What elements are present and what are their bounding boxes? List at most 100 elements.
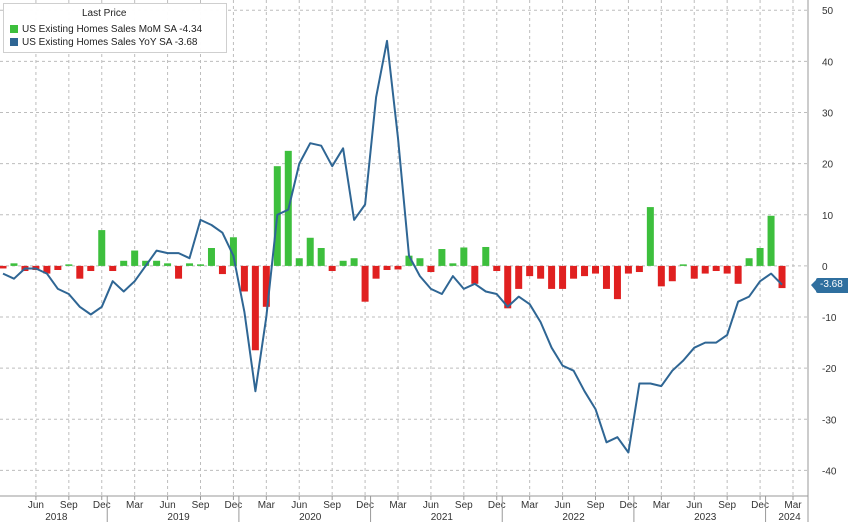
x-tick-label: Dec bbox=[620, 500, 638, 511]
x-tick-label: Dec bbox=[488, 500, 506, 511]
x-tick-label: Mar bbox=[126, 500, 144, 511]
mom-bar bbox=[416, 258, 424, 266]
mom-bar bbox=[493, 265, 501, 272]
mom-bar bbox=[153, 260, 161, 266]
mom-bar bbox=[438, 249, 446, 266]
x-tick-label: Sep bbox=[60, 500, 78, 511]
legend: Last Price US Existing Homes Sales MoM S… bbox=[3, 3, 227, 53]
mom-bar bbox=[218, 265, 226, 275]
x-tick-label: Sep bbox=[192, 500, 210, 511]
mom-bar bbox=[87, 265, 95, 272]
legend-label-yoy: US Existing Homes Sales YoY SA bbox=[22, 37, 172, 48]
y-tick-label: 20 bbox=[822, 160, 834, 171]
mom-bar bbox=[65, 264, 73, 266]
mom-bar bbox=[745, 258, 753, 266]
mom-bar bbox=[778, 265, 786, 289]
mom-bar bbox=[679, 264, 687, 266]
mom-bar bbox=[98, 230, 106, 266]
mom-bar bbox=[229, 237, 237, 266]
mom-bar bbox=[471, 265, 479, 284]
x-tick-label: Dec bbox=[93, 500, 111, 511]
mom-bar bbox=[592, 265, 599, 274]
mom-bar bbox=[361, 265, 369, 302]
mom-bar bbox=[581, 265, 589, 277]
mom-bar bbox=[624, 265, 632, 274]
mom-bar bbox=[54, 265, 62, 270]
legend-swatch-mom bbox=[10, 25, 18, 33]
x-tick-label: Sep bbox=[323, 500, 341, 511]
x-year-label: 2020 bbox=[299, 512, 322, 523]
mom-bar bbox=[186, 263, 194, 266]
y-tick-label: -20 bbox=[822, 364, 837, 375]
mom-bar bbox=[43, 265, 51, 274]
legend-title: Last Price bbox=[82, 8, 127, 19]
mom-bar bbox=[394, 265, 402, 270]
x-tick-label: Dec bbox=[751, 500, 769, 511]
x-tick-label: Mar bbox=[258, 500, 276, 511]
mom-bar bbox=[295, 258, 303, 266]
mom-bar bbox=[570, 265, 578, 279]
mom-bar bbox=[537, 265, 545, 279]
mom-bar bbox=[10, 263, 18, 266]
x-tick-label: Mar bbox=[521, 500, 539, 511]
mom-bar bbox=[164, 263, 172, 266]
mom-bar bbox=[504, 265, 512, 309]
x-year-label: 2023 bbox=[694, 512, 717, 523]
mom-bar bbox=[175, 265, 183, 279]
mom-bar bbox=[526, 265, 534, 277]
last-value-label: -3.68 bbox=[820, 279, 843, 290]
mom-bar bbox=[76, 265, 84, 279]
mom-bar bbox=[0, 265, 7, 269]
mom-bar bbox=[251, 265, 259, 351]
mom-bar bbox=[548, 265, 556, 289]
x-tick-label: Mar bbox=[653, 500, 671, 511]
mom-bar bbox=[646, 207, 654, 266]
mom-bar bbox=[460, 247, 468, 266]
last-value-badge: -3.68 bbox=[811, 278, 848, 293]
x-tick-label: Jun bbox=[423, 500, 439, 511]
mom-bar bbox=[131, 250, 139, 266]
mom-bar bbox=[657, 265, 665, 287]
yoy-line bbox=[2, 39, 783, 454]
mom-bar bbox=[109, 265, 117, 272]
mom-bar bbox=[690, 265, 698, 279]
mom-bar bbox=[207, 248, 215, 266]
legend-value-mom: -4.34 bbox=[179, 24, 203, 35]
mom-bar bbox=[756, 248, 764, 266]
legend-value-yoy: -3.68 bbox=[174, 37, 198, 48]
mom-bar bbox=[328, 265, 336, 272]
x-tick-label: Jun bbox=[555, 500, 571, 511]
legend-swatch-yoy bbox=[10, 38, 18, 46]
x-tick-label: Jun bbox=[291, 500, 307, 511]
mom-bar bbox=[306, 237, 314, 266]
x-tick-label: Sep bbox=[718, 500, 736, 511]
x-year-label: 2018 bbox=[45, 512, 68, 523]
mom-bar bbox=[339, 260, 347, 266]
y-tick-label: 50 bbox=[822, 6, 834, 17]
mom-bar bbox=[701, 265, 709, 274]
x-tick-label: Dec bbox=[356, 500, 374, 511]
mom-bar bbox=[427, 265, 435, 273]
y-tick-label: -30 bbox=[822, 415, 837, 426]
mom-bar bbox=[350, 258, 358, 266]
x-tick-label: Dec bbox=[225, 500, 243, 511]
mom-bar bbox=[635, 265, 643, 273]
x-year-label: 2019 bbox=[167, 512, 190, 523]
y-tick-label: 30 bbox=[822, 108, 834, 119]
x-tick-label: Mar bbox=[784, 500, 802, 511]
x-tick-label: Sep bbox=[587, 500, 605, 511]
x-year-label: 2021 bbox=[431, 512, 454, 523]
x-tick-label: Sep bbox=[455, 500, 473, 511]
mom-bar bbox=[449, 263, 457, 266]
mom-bar bbox=[317, 248, 325, 266]
y-tick-label: 40 bbox=[822, 57, 834, 68]
x-year-label: 2022 bbox=[562, 512, 585, 523]
legend-item-mom: US Existing Homes Sales MoM SA -4.34 bbox=[10, 24, 202, 37]
mom-bar bbox=[142, 260, 150, 266]
y-tick-label: -10 bbox=[822, 313, 837, 324]
mom-bar bbox=[262, 265, 270, 307]
x-tick-label: Mar bbox=[389, 500, 407, 511]
mom-bar bbox=[372, 265, 380, 279]
y-tick-label: 0 bbox=[822, 262, 828, 273]
